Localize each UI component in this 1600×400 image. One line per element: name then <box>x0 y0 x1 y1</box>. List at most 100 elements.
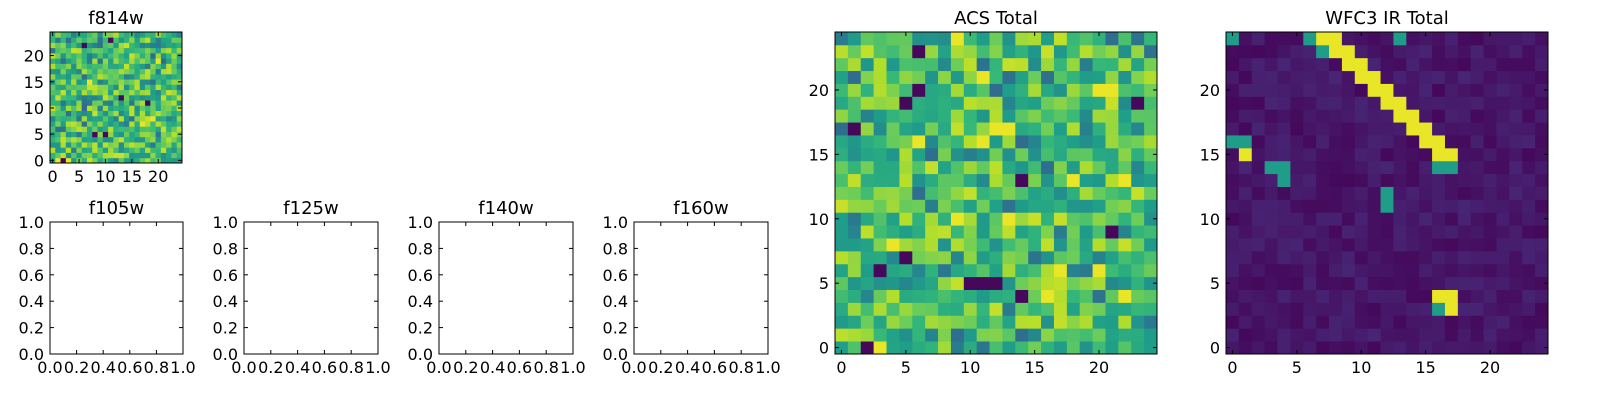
heatmap-cell <box>118 58 125 64</box>
heatmap-cell <box>860 44 875 59</box>
heatmap-cell <box>55 100 61 106</box>
y-tick-label: 10 <box>1200 210 1220 229</box>
heatmap-cell <box>1264 238 1278 252</box>
heatmap-cell <box>1329 109 1343 123</box>
heatmap-cell <box>1290 225 1304 239</box>
heatmap-cell <box>1053 302 1068 316</box>
heatmap-cell <box>129 58 135 64</box>
heatmap-cell <box>1316 122 1330 136</box>
heatmap-cell <box>1367 225 1381 239</box>
heatmap-cell <box>899 238 913 252</box>
heatmap-cell <box>1290 109 1304 123</box>
heatmap-cell <box>1277 147 1291 162</box>
heatmap-cell <box>155 131 162 138</box>
heatmap-cell <box>963 315 978 329</box>
heatmap-cell <box>938 186 952 200</box>
heatmap-cell <box>1079 70 1093 84</box>
heatmap-cell <box>134 152 141 159</box>
heatmap-cell <box>1406 83 1420 97</box>
heatmap-cell <box>1041 57 1055 72</box>
heatmap-cell <box>1496 44 1510 59</box>
heatmap-cell <box>1393 57 1407 72</box>
heatmap-cell <box>60 147 67 153</box>
heatmap-cell <box>1041 186 1055 200</box>
heatmap-cell <box>925 32 939 46</box>
heatmap-cell <box>1535 173 1549 187</box>
heatmap-cell <box>1105 276 1119 290</box>
heatmap-cell <box>113 58 120 64</box>
heatmap-cell <box>150 126 156 132</box>
heatmap-cell <box>847 57 862 72</box>
heatmap-cell <box>963 83 978 97</box>
heatmap-cell <box>1264 186 1278 200</box>
heatmap-cell <box>76 110 83 117</box>
heatmap-cell <box>1079 160 1093 175</box>
heatmap-cell <box>1444 135 1459 149</box>
heatmap-cell <box>1457 122 1472 136</box>
heatmap-cell <box>1028 44 1042 59</box>
heatmap-cell <box>92 84 98 91</box>
heatmap-cell <box>171 100 178 106</box>
heatmap-cell <box>925 96 939 110</box>
x-tick-label: 15 <box>122 167 142 186</box>
heatmap-cell <box>1290 212 1304 226</box>
heatmap-cell <box>102 37 109 43</box>
heatmap-cell <box>1238 250 1253 265</box>
heatmap-cell <box>1053 250 1068 265</box>
heatmap-cell <box>976 263 990 278</box>
heatmap-cell <box>55 73 61 80</box>
heatmap-cell <box>1105 147 1119 162</box>
heatmap-cell <box>938 225 952 239</box>
heatmap-cell <box>1131 57 1145 72</box>
heatmap-cell <box>129 126 135 132</box>
heatmap-cell <box>145 42 151 49</box>
y-tick-label: 0.2 <box>213 319 238 338</box>
heatmap-cell <box>1066 212 1081 226</box>
heatmap-cell <box>1496 238 1510 252</box>
heatmap-cell <box>938 83 952 97</box>
heatmap-cell <box>873 289 887 303</box>
heatmap-cell <box>55 52 61 59</box>
heatmap-cell <box>1457 44 1472 59</box>
heatmap-cell <box>155 110 162 117</box>
heatmap-cell <box>60 84 67 91</box>
heatmap-cell <box>129 68 135 75</box>
heatmap-cell <box>1535 122 1549 136</box>
heatmap-cell <box>81 152 88 159</box>
heatmap-cell <box>155 142 162 148</box>
heatmap-cell <box>86 147 93 153</box>
heatmap-cell <box>1535 96 1549 110</box>
heatmap-cell <box>86 100 93 106</box>
heatmap-cell <box>150 47 156 54</box>
heatmap-cell <box>1092 32 1106 46</box>
heatmap-cell <box>166 121 172 127</box>
heatmap-cell <box>1015 328 1029 342</box>
heatmap-cell <box>938 328 952 342</box>
heatmap-cell <box>1303 160 1317 175</box>
heatmap-cell <box>950 199 965 213</box>
heatmap-cell <box>123 157 130 164</box>
heatmap-cell <box>86 136 93 143</box>
heatmap-cell <box>1316 135 1330 149</box>
x-tick-label: 0.4 <box>90 358 115 377</box>
heatmap-cell <box>76 152 83 159</box>
heatmap-cell <box>60 58 67 64</box>
heatmap-cell <box>1118 57 1132 72</box>
heatmap-cell <box>1380 122 1394 136</box>
heatmap-cell <box>166 47 172 54</box>
heatmap-cell <box>123 68 130 75</box>
heatmap-cell <box>1041 238 1055 252</box>
heatmap-cell <box>1483 96 1497 110</box>
x-tick-label: 0.2 <box>453 358 478 377</box>
heatmap-cell <box>160 115 167 122</box>
heatmap-cell <box>102 58 109 64</box>
heatmap-cell <box>86 126 93 132</box>
heatmap-cell <box>1226 135 1240 149</box>
heatmap-cell <box>1131 70 1145 84</box>
heatmap-cell <box>1238 122 1253 136</box>
x-tick-label: 0.0 <box>231 358 256 377</box>
heatmap-cell <box>1041 160 1055 175</box>
y-tick-label: 0.8 <box>408 239 433 258</box>
heatmap-cell <box>86 152 93 159</box>
heatmap-cell <box>835 276 849 290</box>
